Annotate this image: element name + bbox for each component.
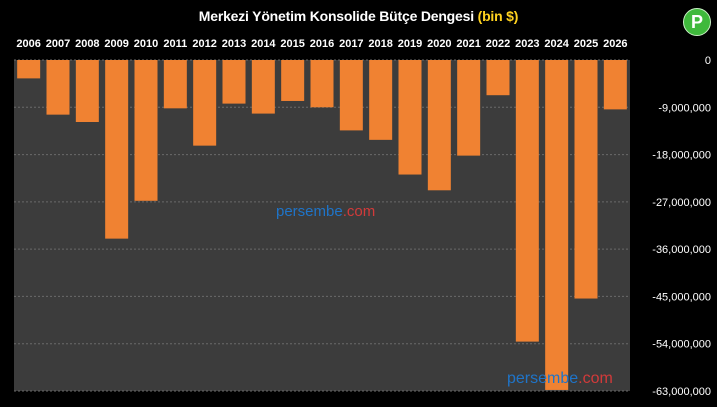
- bar-2015[interactable]: [281, 60, 305, 101]
- x-tick-label: 2011: [163, 38, 187, 50]
- x-tick-label: 2020: [427, 38, 451, 50]
- y-tick-label: -45,000,000: [652, 291, 711, 303]
- bar-2026[interactable]: [603, 60, 627, 110]
- x-tick-label: 2007: [46, 38, 70, 50]
- watermark-tld: .com: [342, 203, 376, 220]
- watermark-persembe: persembe.com: [276, 203, 375, 220]
- persembe-logo-icon[interactable]: P: [683, 8, 711, 36]
- bar-2019[interactable]: [398, 60, 422, 175]
- watermark-name: persembe: [507, 370, 579, 387]
- y-tick-label: -9,000,000: [658, 102, 711, 114]
- bar-2009[interactable]: [105, 60, 129, 239]
- y-tick-label: -63,000,000: [652, 386, 711, 398]
- bars: [17, 60, 627, 390]
- watermark-name: persembe: [276, 203, 343, 220]
- x-tick-label: 2024: [544, 38, 569, 50]
- y-axis-labels: 0 -9,000,000 -18,000,000 -27,000,000 -36,000…: [652, 55, 711, 398]
- bar-2017[interactable]: [339, 60, 363, 131]
- bar-2006[interactable]: [17, 60, 41, 79]
- x-tick-label: 2010: [134, 38, 158, 50]
- bar-2011[interactable]: [163, 60, 187, 109]
- bar-2023[interactable]: [515, 60, 539, 342]
- x-tick-label: 2015: [280, 38, 304, 50]
- bar-2020[interactable]: [427, 60, 451, 191]
- chart-title-main: Merkezi Yönetim Konsolide Bütçe Dengesi: [198, 8, 474, 24]
- x-tick-label: 2021: [456, 38, 480, 50]
- y-tick-label: -18,000,000: [652, 150, 711, 162]
- x-tick-label: 2019: [398, 38, 422, 50]
- x-tick-label: 2025: [574, 38, 598, 50]
- chart-title: Merkezi Yönetim Konsolide Bütçe Dengesi …: [0, 8, 717, 24]
- x-tick-label: 2009: [104, 38, 128, 50]
- bar-2016[interactable]: [310, 60, 334, 108]
- x-axis-labels: 2006 2007 2008 2009 2010 2011 2012 2013 2014 2015…: [16, 38, 627, 50]
- x-tick-label: 2023: [515, 38, 539, 50]
- bar-2008[interactable]: [75, 60, 99, 122]
- x-tick-label: 2026: [603, 38, 627, 50]
- bar-2024[interactable]: [545, 60, 569, 390]
- x-tick-label: 2006: [16, 38, 40, 50]
- x-tick-label: 2016: [310, 38, 334, 50]
- x-tick-label: 2017: [339, 38, 363, 50]
- bar-2012[interactable]: [193, 60, 217, 146]
- x-tick-label: 2008: [75, 38, 99, 50]
- x-tick-label: 2014: [251, 38, 276, 50]
- x-tick-label: 2013: [222, 38, 246, 50]
- y-tick-label: -54,000,000: [652, 339, 711, 351]
- bar-2010[interactable]: [134, 60, 158, 201]
- y-tick-label: -27,000,000: [652, 197, 711, 209]
- bar-2007[interactable]: [46, 60, 70, 115]
- y-tick-label: 0: [705, 55, 711, 67]
- y-tick-label: -36,000,000: [652, 244, 711, 256]
- watermark-tld: .com: [578, 370, 613, 387]
- watermark-persembe-bottom: persembe.com: [507, 370, 613, 388]
- x-tick-label: 2022: [486, 38, 510, 50]
- bar-2014[interactable]: [251, 60, 275, 114]
- bar-2022[interactable]: [486, 60, 510, 96]
- chart-title-unit: (bin $): [477, 8, 519, 24]
- x-tick-label: 2018: [368, 38, 392, 50]
- x-tick-label: 2012: [192, 38, 216, 50]
- bar-2018[interactable]: [369, 60, 393, 140]
- bar-2025[interactable]: [574, 60, 598, 299]
- bar-2013[interactable]: [222, 60, 246, 104]
- bar-2021[interactable]: [457, 60, 481, 156]
